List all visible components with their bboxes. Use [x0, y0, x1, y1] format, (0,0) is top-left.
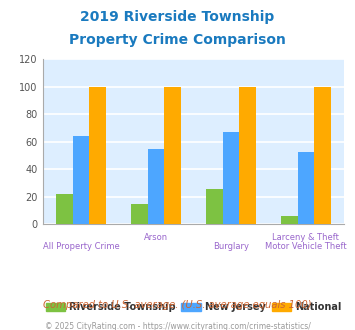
Bar [56, 194, 73, 224]
Bar [164, 87, 181, 224]
Legend: Riverside Township, New Jersey, National: Riverside Township, New Jersey, National [42, 299, 345, 316]
Bar [223, 132, 239, 224]
Text: Compared to U.S. average. (U.S. average equals 100): Compared to U.S. average. (U.S. average … [43, 300, 312, 310]
Bar [131, 204, 148, 224]
Text: © 2025 CityRating.com - https://www.cityrating.com/crime-statistics/: © 2025 CityRating.com - https://www.city… [45, 322, 310, 330]
Text: 2019 Riverside Township: 2019 Riverside Township [80, 10, 275, 24]
Text: Burglary: Burglary [213, 242, 249, 251]
Text: Larceny & Theft: Larceny & Theft [273, 233, 339, 242]
Bar [73, 136, 89, 224]
Bar [148, 149, 164, 224]
Bar [89, 87, 106, 224]
Text: All Property Crime: All Property Crime [43, 242, 119, 251]
Bar [281, 216, 297, 224]
Text: Arson: Arson [144, 233, 168, 242]
Bar [239, 87, 256, 224]
Text: Property Crime Comparison: Property Crime Comparison [69, 33, 286, 47]
Text: Motor Vehicle Theft: Motor Vehicle Theft [265, 242, 347, 251]
Bar [206, 189, 223, 224]
Bar [314, 87, 331, 224]
Bar [297, 151, 314, 224]
